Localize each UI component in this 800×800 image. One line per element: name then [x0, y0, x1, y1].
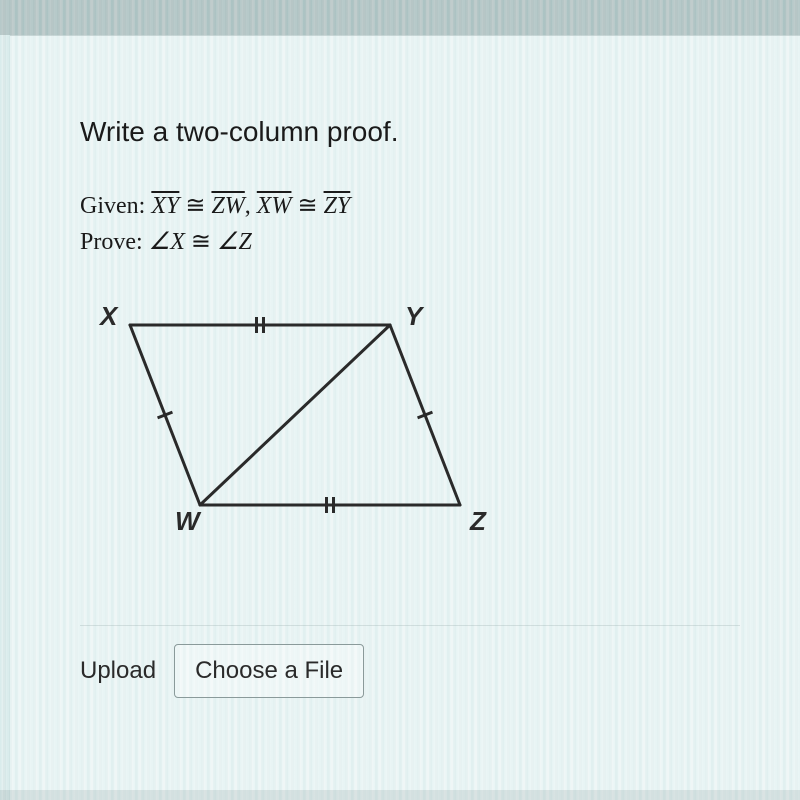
svg-text:Z: Z [469, 506, 487, 536]
upload-row: Upload Choose a File [80, 625, 740, 698]
choose-file-button[interactable]: Choose a File [174, 644, 364, 698]
angle-x: X [170, 229, 185, 255]
cong-1: ≅ [185, 193, 205, 219]
svg-text:Y: Y [405, 301, 425, 331]
prompt-text: Write a two-column proof. [80, 116, 740, 148]
geometry-diagram: X Y W Z [80, 295, 500, 555]
upload-label: Upload [80, 657, 156, 685]
top-bar-shadow [0, 0, 800, 35]
seg-zy: ZY [324, 193, 351, 219]
cong-3: ≅ [191, 229, 211, 255]
cong-2: ≅ [297, 193, 317, 219]
bottom-shadow [0, 790, 800, 800]
prove-label: Prove: [80, 229, 143, 255]
prove-line: Prove: ∠X ≅ ∠Z [80, 224, 740, 260]
angle-z: Z [238, 229, 251, 255]
seg-xw: XW [257, 193, 292, 219]
svg-text:X: X [98, 301, 119, 331]
given-line: Given: XY ≅ ZW, XW ≅ ZY [80, 188, 740, 224]
given-label: Given: [80, 193, 145, 219]
given-prove-block: Given: XY ≅ ZW, XW ≅ ZY Prove: ∠X ≅ ∠Z [80, 188, 740, 260]
question-card: Write a two-column proof. Given: XY ≅ ZW… [10, 35, 800, 800]
svg-text:W: W [175, 506, 202, 536]
seg-zw: ZW [211, 193, 244, 219]
seg-xy: XY [151, 193, 179, 219]
diagram-wrap: X Y W Z [80, 295, 740, 555]
